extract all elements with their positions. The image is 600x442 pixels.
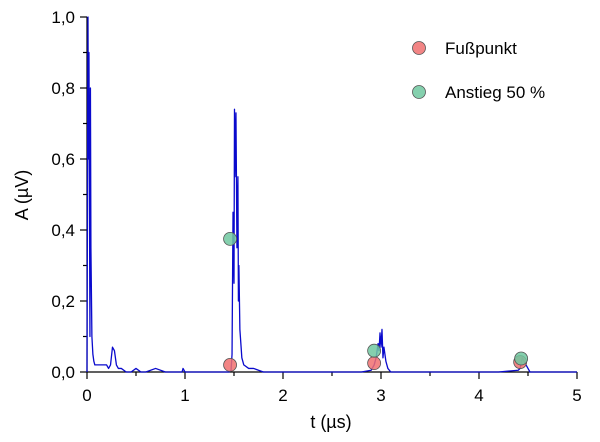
- anstieg-marker: [367, 343, 382, 358]
- legend-marker: [412, 85, 426, 99]
- y-tick-label: 1,0: [51, 8, 75, 27]
- legend-marker: [412, 41, 426, 55]
- signal-line: [86, 16, 577, 373]
- y-axis-label: A (µV): [12, 170, 32, 220]
- anstieg-marker: [514, 351, 529, 366]
- y-axis-ticks: 0,0 0,2 0,4 0,6 0,8 1,0: [51, 8, 87, 382]
- legend-label: Anstieg 50 %: [445, 83, 545, 102]
- y-tick-label: 0,0: [51, 363, 75, 382]
- y-tick-label: 0,4: [51, 221, 75, 240]
- marker-layer: [223, 231, 529, 372]
- fusspunkt-marker: [223, 357, 237, 372]
- x-tick-label: 2: [278, 386, 287, 405]
- fusspunkt-marker: [367, 356, 382, 371]
- y-tick-label: 0,6: [51, 150, 75, 169]
- x-tick-label: 4: [474, 386, 483, 405]
- y-tick-label: 0,2: [51, 292, 75, 311]
- x-tick-label: 1: [180, 386, 189, 405]
- axes: [86, 17, 577, 373]
- x-tick-label: 0: [82, 386, 91, 405]
- legend: Fußpunkt Anstieg 50 %: [412, 39, 545, 102]
- x-tick-label: 3: [376, 386, 385, 405]
- legend-label: Fußpunkt: [445, 39, 517, 58]
- y-tick-label: 0,8: [51, 79, 75, 98]
- anstieg-marker: [223, 231, 237, 246]
- plot-area: [86, 16, 577, 373]
- x-axis-ticks: 0 1 2 3 4 5: [82, 372, 582, 405]
- x-tick-label: 5: [572, 386, 581, 405]
- x-axis-label: t (µs): [310, 412, 351, 432]
